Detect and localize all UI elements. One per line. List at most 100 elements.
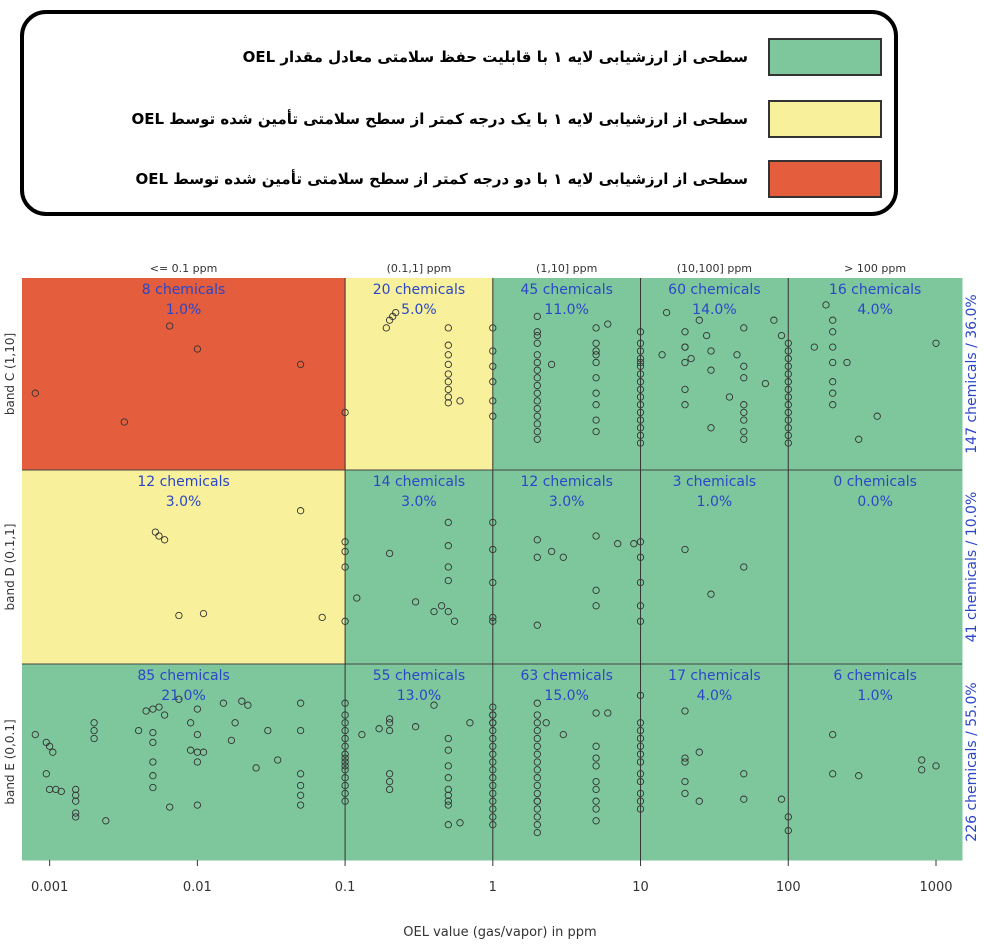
data-point: [186, 746, 195, 754]
data-point: [592, 602, 600, 610]
data-point: [533, 351, 541, 359]
data-point: [151, 528, 160, 536]
data-point: [784, 347, 792, 355]
x-tick-label: 0.01: [183, 880, 212, 895]
data-point: [341, 781, 349, 790]
data-point: [341, 774, 349, 782]
data-point: [784, 416, 792, 424]
data-point: [57, 787, 65, 796]
data-point: [533, 711, 541, 719]
data-point: [784, 354, 792, 363]
data-point: [533, 758, 541, 766]
data-point: [489, 703, 497, 711]
data-point: [636, 347, 645, 355]
data-point: [533, 719, 541, 727]
data-point: [341, 563, 349, 571]
data-point: [533, 726, 541, 735]
data-point: [829, 316, 837, 324]
data-point: [296, 801, 305, 809]
cell-rect: [788, 664, 963, 861]
data-point: [681, 758, 689, 766]
data-point: [341, 711, 349, 719]
legend-text-red: سطحی از ارزشیابی لایه ۱ با دو درجه کمتر …: [135, 170, 748, 188]
data-point: [533, 412, 541, 420]
data-point: [489, 324, 497, 332]
data-point: [353, 594, 361, 602]
data-point: [636, 553, 645, 561]
cell-count-label: 12 chemicals: [520, 474, 612, 490]
data-point: [873, 412, 881, 420]
data-point: [238, 697, 246, 705]
cell-percent-label: 3.0%: [401, 494, 437, 510]
data-point: [231, 719, 239, 727]
data-point: [740, 563, 748, 571]
data-point: [72, 809, 80, 817]
data-point: [636, 617, 645, 625]
data-point: [533, 699, 541, 707]
data-point: [636, 742, 645, 750]
data-point: [90, 719, 98, 727]
column-header: (10,100] ppm: [677, 262, 752, 275]
data-point: [533, 781, 541, 790]
cell-percent-label: 5.0%: [401, 302, 437, 318]
column-header: (0.1,1] ppm: [387, 262, 452, 275]
data-point: [489, 545, 497, 554]
data-point: [533, 797, 541, 805]
data-point: [444, 791, 452, 799]
data-point: [636, 770, 645, 778]
data-point: [489, 397, 497, 405]
data-point: [533, 381, 541, 390]
data-point: [636, 401, 645, 409]
data-point: [918, 766, 926, 774]
data-point: [918, 756, 926, 764]
data-point: [843, 358, 851, 367]
data-point: [444, 785, 452, 794]
data-point: [636, 538, 645, 546]
data-point: [829, 378, 837, 386]
data-point: [533, 621, 541, 629]
data-point: [533, 789, 541, 798]
data-point: [810, 343, 818, 351]
column-header: <= 0.1 ppm: [150, 262, 218, 275]
data-point: [42, 770, 50, 778]
data-point: [102, 817, 110, 825]
column-header: (1,10] ppm: [536, 262, 597, 275]
data-point: [264, 726, 272, 735]
data-point: [274, 756, 282, 764]
data-point: [702, 331, 711, 340]
data-point: [636, 797, 645, 805]
data-point: [489, 711, 497, 719]
data-point: [385, 777, 394, 786]
data-point: [489, 378, 497, 386]
data-point: [533, 358, 541, 367]
data-point: [533, 805, 541, 813]
data-point: [341, 762, 349, 770]
cell-percent-label: 15.0%: [544, 688, 588, 704]
data-point: [385, 549, 394, 558]
data-point: [592, 762, 600, 770]
data-point: [533, 734, 541, 743]
data-point: [559, 730, 567, 739]
data-point: [784, 401, 792, 409]
data-point: [636, 789, 645, 798]
cell-rect: [22, 664, 346, 861]
data-point: [855, 435, 863, 443]
data-point: [740, 374, 748, 382]
data-point: [695, 797, 703, 805]
data-point: [489, 613, 497, 622]
data-point: [592, 785, 600, 794]
data-point: [784, 339, 792, 347]
data-point: [341, 754, 349, 762]
data-point: [533, 404, 541, 413]
data-point: [636, 734, 645, 743]
data-point: [784, 393, 792, 401]
data-point: [72, 813, 80, 821]
cell-count-label: 17 chemicals: [668, 668, 760, 684]
data-point: [559, 553, 567, 561]
data-point: [681, 328, 689, 336]
data-point: [784, 378, 792, 386]
data-point: [456, 397, 464, 405]
data-point: [533, 774, 541, 782]
row-label: band C (1,10]: [3, 333, 17, 415]
